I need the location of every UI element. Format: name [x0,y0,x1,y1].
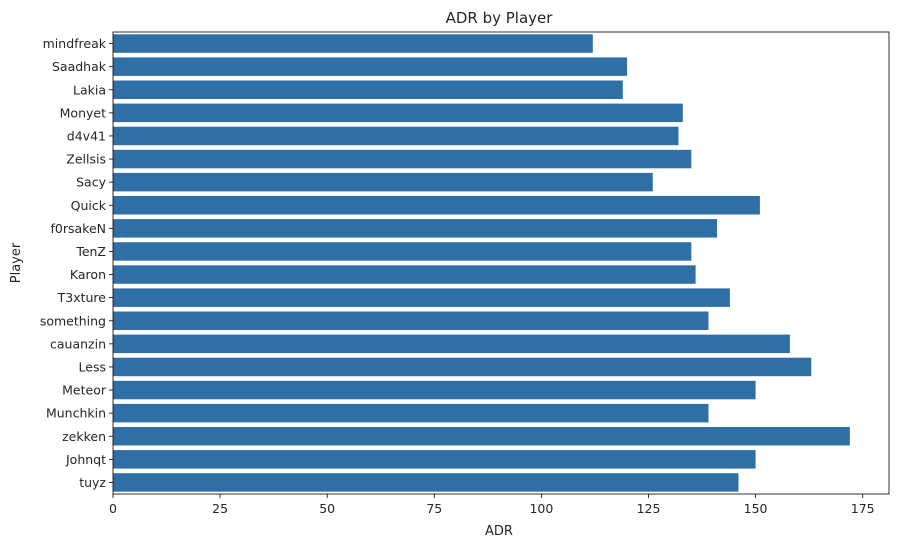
y-tick-label: TenZ [75,244,106,259]
x-axis-label: ADR [485,524,513,539]
y-tick-label: Monyet [60,105,106,120]
y-tick-label: Quick [71,198,107,213]
x-tick-label: 25 [212,501,228,516]
y-tick-label: Saadhak [52,59,107,74]
bar-cauanzin [113,334,790,354]
bar-Karon [113,265,696,284]
chart-title: ADR by Player [446,9,554,27]
y-axis-label: Player [9,242,24,283]
y-tick-label: T3xture [57,290,107,305]
bar-Less [113,357,812,377]
y-tick-label: Zellsis [66,152,106,167]
bar-Lakia [113,80,623,99]
y-tick-label: something [40,313,106,328]
y-tick-label: Johnqt [65,452,106,467]
bar-Quick [113,196,760,215]
bar-Johnqt [113,450,756,469]
bar-Saadhak [113,57,628,76]
bar-Monyet [113,103,683,123]
plot-frame [112,31,890,495]
x-tick-label: 175 [851,501,875,516]
x-tick-label: 125 [637,501,661,516]
x-tick-label: 75 [426,501,442,516]
bar-TenZ [113,242,692,261]
y-tick-label: Sacy [76,175,106,190]
bar-something [113,311,709,330]
y-tick-label: f0rsakeN [51,221,107,236]
bar-Meteor [113,380,756,400]
bar-Sacy [113,172,653,192]
y-tick-label: Less [79,359,106,374]
x-tick-labels: 0 25 50 75 100 125 150 175 [109,494,875,516]
y-tick-label: Lakia [73,82,106,97]
y-tick-label: tuyz [79,475,106,490]
y-tick-label: Meteor [62,383,107,398]
y-tick-label: d4v41 [67,128,106,143]
y-tick-label: Karon [70,267,106,282]
bar-f0rsakeN [113,219,718,238]
bar-Munchkin [113,403,709,423]
bar-mindfreak [113,34,593,53]
bar-T3xture [113,288,730,307]
bar-Zellsis [113,149,692,169]
bar-tuyz [113,473,739,492]
x-tick-label: 0 [109,501,117,516]
bar-zekken [113,427,850,446]
x-tick-label: 50 [319,501,335,516]
x-tick-label: 100 [529,501,553,516]
bars-group [113,34,850,492]
y-tick-label: cauanzin [50,336,106,351]
bar-d4v41 [113,126,679,146]
y-tick-label: mindfreak [43,36,107,51]
y-tick-label: Munchkin [46,406,106,421]
x-tick-label: 150 [744,501,768,516]
y-tick-labels: mindfreak Saadhak Lakia Monyet d4v41 Zellsis S… [40,36,113,490]
y-tick-label: zekken [62,429,106,444]
